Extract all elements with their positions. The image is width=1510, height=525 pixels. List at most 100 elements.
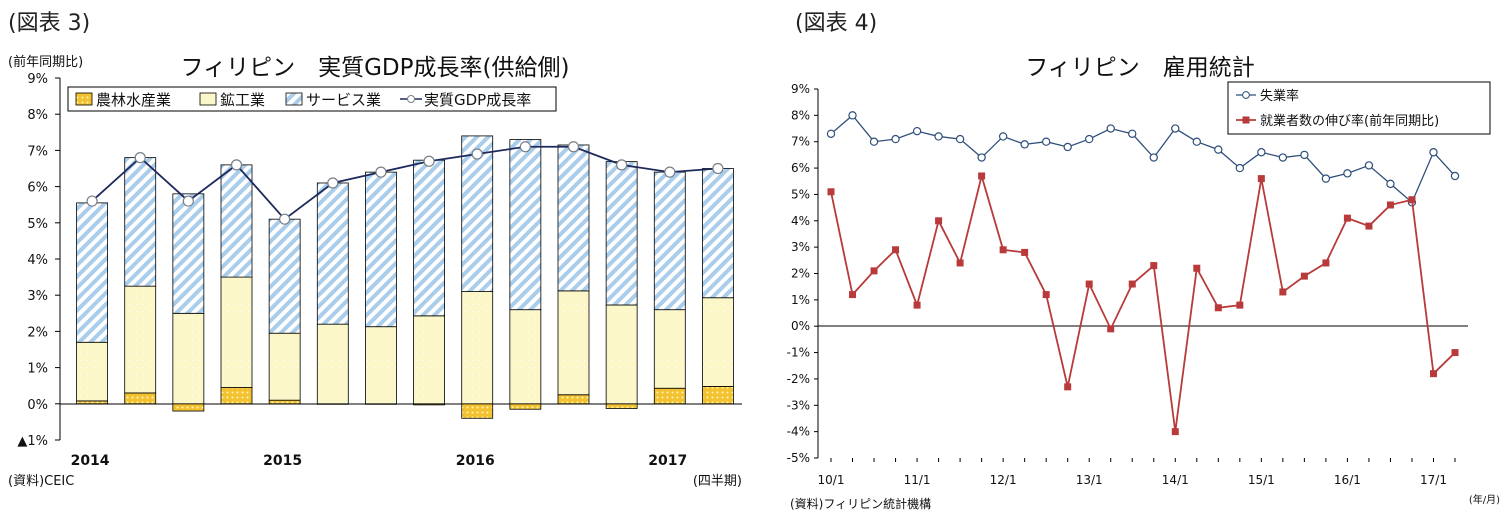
chart-3-legend-box [67,86,557,112]
figure-label-3: (図表 3) [8,11,90,36]
y-tick-label: 1% [27,362,48,377]
gdp-point [712,162,724,175]
employment-growth-point [1257,175,1265,183]
unemployment-point [1041,137,1051,146]
bar-services [702,168,734,299]
unemployment-point [934,132,943,141]
employment-growth-point [1021,248,1029,256]
bar-services [172,193,205,314]
bar-industry [172,312,205,405]
y-tick-label: 3% [27,289,48,304]
chart-employment: (図表 4) フィリピン 雇用統計 (年/月) (資料)フィリピン統計機構 -5… [787,11,1500,511]
legend-employment-marker [1242,116,1250,124]
y-tick-label: -5% [787,451,810,465]
employment-growth-point [1451,349,1459,357]
year-label: 2016 [456,453,495,469]
employment-growth-point [1343,214,1351,222]
legend-services-label: サービス業 [306,91,381,109]
x-tick-label: 15/1 [1248,473,1275,487]
employment-growth-point [1300,272,1308,280]
y-tick-label: 3% [791,240,810,254]
employment-growth-point [1408,196,1416,204]
chart-4-title: フィリピン 雇用統計 [1025,55,1255,81]
year-label: 2017 [648,453,687,469]
legend-industry-swatch [199,92,217,106]
legend-gdp-label: 実質GDP成長率 [424,91,531,109]
unemployment-point [1214,145,1223,154]
employment-growth-point [1236,301,1244,309]
employment-growth-point [1064,383,1072,391]
employment-growth-point [1150,262,1158,270]
gdp-point [519,141,531,153]
employment-growth-point [1214,304,1222,312]
employment-growth-point [1322,259,1330,267]
bar-industry [702,297,734,387]
x-tick-label: 10/1 [818,473,845,487]
unemployment-point [1321,174,1331,183]
unemployment-point [1429,148,1438,157]
chart-4-xlabel: (年/月) [1469,493,1500,506]
employment-growth-point [1386,201,1394,209]
legend-agriculture-label: 農林水産業 [96,91,171,109]
employment-growth-point [827,188,835,196]
employment-growth-point [1042,291,1050,299]
chart-3-source: (資料)CEIC [8,474,74,489]
unemployment-point [1364,161,1374,170]
bar-industry [124,285,157,394]
employment-growth-point [1365,222,1373,230]
bar-agriculture [557,394,590,405]
employment-growth-point [935,217,943,225]
bar-services [76,202,108,343]
employment-growth-point [1171,428,1179,436]
employment-growth-point [1128,280,1136,288]
unemployment-point [848,111,857,120]
y-tick-label: 0% [27,398,48,413]
x-tick-label: 13/1 [1076,473,1103,487]
y-tick-label: 4% [791,214,810,228]
figure-label-4: (図表 4) [795,11,877,36]
bar-services [268,218,301,334]
y-tick-label: 8% [27,108,48,123]
unemployment-point [1106,124,1115,133]
bar-services [413,159,445,317]
employment-growth-point [1085,280,1093,288]
bar-agriculture [76,400,108,405]
y-tick-label: 2% [791,267,810,281]
unemployment-point [869,137,879,146]
y-tick-label: 5% [791,187,810,201]
bar-industry [461,291,494,405]
y-tick-label: 9% [791,82,810,96]
bar-industry [653,309,686,389]
unemployment-point [1063,142,1072,152]
unemployment-point [1257,148,1266,157]
unemployment-point [826,129,836,139]
legend-services-swatch [285,92,303,106]
x-tick-label: 14/1 [1162,473,1189,487]
unemployment-point [1300,150,1309,160]
y-tick-label: 6% [27,181,48,196]
bar-industry [557,290,590,396]
unemployment-point [912,126,922,136]
bar-services [365,171,397,328]
employment-growth-line [830,172,1456,432]
bar-services [653,171,686,311]
employment-growth-point [1107,325,1115,333]
legend-employment-label: 就業者数の伸び率(前年同期比) [1260,113,1439,129]
gdp-point [182,195,194,207]
gdp-point [664,166,676,178]
y-tick-label: 7% [27,144,48,159]
bar-industry [413,315,445,405]
bar-agriculture [605,403,638,409]
bar-agriculture [653,387,686,405]
bar-industry [316,323,349,405]
employment-growth-point [1193,264,1201,272]
unemployment-point [998,132,1008,141]
bar-services [509,139,542,311]
bar-industry [268,332,301,401]
bar-agriculture [461,403,494,419]
unemployment-point [1343,169,1352,178]
y-tick-label: 8% [791,108,810,122]
unemployment-point [1149,153,1158,162]
chart-3-title: フィリピン 実質GDP成長率(供給側) [181,55,570,81]
